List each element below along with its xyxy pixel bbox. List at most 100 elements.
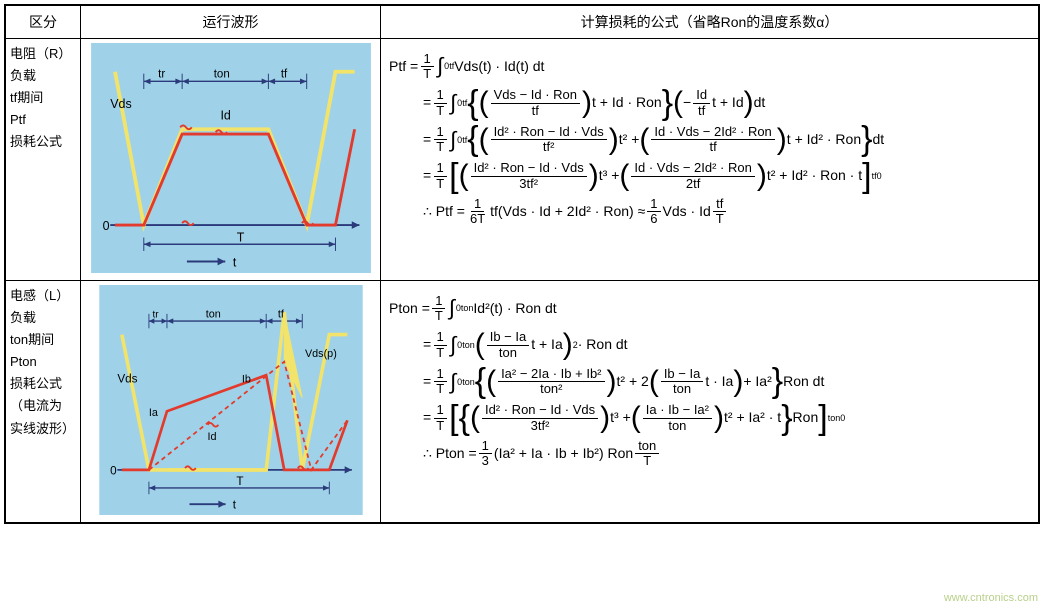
f53n: tf	[713, 197, 726, 212]
r2l5m: (Ia² + Ia · Ib + Ib²) Ron	[494, 444, 633, 464]
svg-text:0: 0	[110, 464, 117, 477]
c4: t² + Id² · Ron · t	[767, 166, 862, 186]
r2f52n: ton	[635, 439, 659, 454]
r1-l2: tf期间	[10, 87, 76, 109]
r2-l4: 损耗公式	[10, 373, 76, 395]
svg-text:T: T	[236, 475, 243, 488]
r2t2: · Ron dt	[578, 335, 628, 355]
f51n: 1	[471, 197, 484, 212]
r2f2n: Ib − Ia	[487, 330, 530, 345]
int-icon: ∫	[437, 51, 443, 82]
row-inductive: 电感（L） 负载 ton期间 Pton 损耗公式 （电流为 实线波形）	[6, 281, 1038, 522]
svg-text:t: t	[233, 255, 237, 269]
r2ll4: 0	[840, 412, 845, 425]
header-col3: 计算损耗的公式（省略Ron的温度系数α）	[381, 6, 1038, 38]
r2a3n: Ia² − 2Ia · Ib + Ib²	[498, 367, 604, 382]
svg-text:tr: tr	[153, 309, 160, 320]
r2f51d: 3	[479, 454, 492, 468]
r1-eq1-lead: Ptf =	[389, 57, 418, 77]
r2f51n: 1	[479, 439, 492, 454]
r2-eq5: ∴ Pton = 13 (Ia² + Ia · Ib + Ib²) Ron to…	[389, 439, 1030, 469]
r2-eq4: = 1T [{( Id² · Ron − Id · Vds3tf² ) t³ +…	[389, 403, 1030, 433]
header-row: 区分 运行波形 计算损耗的公式（省略Ron的温度系数α）	[6, 6, 1038, 39]
b3d: tf	[706, 140, 719, 154]
l5lead: ∴ Ptf =	[423, 202, 465, 222]
r1-eq1: Ptf = 1T ∫0tf Vds(t) · Id(t) dt	[389, 51, 1030, 82]
ll4: 0	[877, 170, 882, 183]
r2-eq1: Pton = 1T ∫0ton Id²(t) · Ron dt	[389, 293, 1030, 324]
row-resistive: 电阻（R） 负载 tf期间 Ptf 损耗公式	[6, 39, 1038, 281]
svg-text:Vds(p): Vds(p)	[305, 348, 337, 360]
watermark: www.cntronics.com	[944, 592, 1038, 604]
t3: dt	[872, 130, 884, 150]
l5t1: Vds · Id	[663, 202, 711, 222]
r1-eq2: = 1T ∫0tf {( Vds − Id · Rontf ) t + Id ·…	[389, 88, 1030, 119]
r2iu: ton	[461, 302, 474, 315]
row1-waveform: Vds Id tr ton tf 0 T t	[85, 43, 377, 273]
frac-1T: 1T	[420, 52, 434, 82]
svg-text:ton: ton	[214, 69, 230, 81]
f52n: 1	[647, 197, 660, 212]
b4d: 2tf	[683, 177, 703, 191]
a4d: 3tf²	[516, 177, 541, 191]
r1-l3: Ptf	[10, 109, 76, 131]
svg-text:Vds: Vds	[117, 372, 137, 385]
svg-text:0: 0	[103, 219, 110, 233]
svg-text:tf: tf	[281, 69, 288, 81]
r2b4d: ton	[665, 419, 689, 433]
row1-formula: Ptf = 1T ∫0tf Vds(t) · Id(t) dt = 1T ∫0t…	[381, 39, 1038, 280]
r2c3: + Ia²	[743, 372, 771, 392]
r1-l1: 负载	[10, 65, 76, 87]
r2l1: Pton =	[389, 299, 430, 319]
row2-waveform: Vds Vds(p) Ia Ib Id tr ton tf 0 T t	[85, 285, 377, 515]
svg-text:Ib: Ib	[242, 373, 251, 385]
svg-text:T: T	[237, 230, 245, 244]
header-col1: 区分	[6, 6, 81, 38]
r1-l4: 损耗公式	[10, 131, 76, 153]
svg-text:ton: ton	[206, 308, 221, 320]
row1-label: 电阻（R） 负载 tf期间 Ptf 损耗公式	[6, 39, 81, 280]
f1den: tf	[529, 104, 542, 118]
a3d: tf²	[540, 140, 558, 154]
a3n: Id² · Ron − Id · Vds	[491, 125, 607, 140]
row2-chart-cell: Vds Vds(p) Ia Ib Id tr ton tf 0 T t	[81, 281, 381, 522]
svg-text:tf: tf	[278, 308, 285, 320]
f1num: Vds − Id · Ron	[491, 88, 580, 103]
r2-l1: 负载	[10, 307, 76, 329]
r2m2: t + Ia	[531, 335, 563, 355]
r1-eq3: = 1T ∫0tf {( Id² · Ron − Id · Vdstf² ) t…	[389, 125, 1030, 156]
r2a4d: 3tf²	[528, 419, 553, 433]
f2den: tf	[695, 104, 708, 118]
r2f52d: T	[640, 454, 654, 468]
r2lu4: ton	[828, 412, 841, 425]
c3: t + Id² · Ron	[787, 130, 861, 150]
r2f2d: ton	[496, 346, 520, 360]
f2num: Id	[693, 88, 710, 103]
r2a3d: ton²	[537, 382, 565, 396]
row2-label: 电感（L） 负载 ton期间 Pton 损耗公式 （电流为 实线波形）	[6, 281, 81, 522]
b3n: Id · Vds − 2Id² · Ron	[651, 125, 774, 140]
a4n: Id² · Ron − Id · Vds	[471, 161, 587, 176]
f51d: 6T	[467, 212, 488, 226]
svg-text:Ia: Ia	[149, 407, 159, 419]
r2-eq2: = 1T ∫0ton ( Ib − Iaton t + Ia )2 · Ron …	[389, 330, 1030, 361]
r2-l0: 电感（L）	[10, 285, 76, 307]
r2b3d: ton	[670, 382, 694, 396]
b4n: Id · Vds − 2Id² · Ron	[631, 161, 754, 176]
f52d: 6	[647, 212, 660, 226]
row1-chart-cell: Vds Id tr ton tf 0 T t	[81, 39, 381, 280]
mid1: t + Id · Ron	[592, 93, 662, 113]
r2-eq3: = 1T ∫0ton {( Ia² − 2Ia · Ib + Ib²ton² )…	[389, 367, 1030, 398]
svg-text:tr: tr	[158, 69, 165, 81]
r2b4n: Ia · Ib − Ia²	[643, 403, 712, 418]
r2t3: Ron dt	[783, 372, 824, 392]
svg-text:Id: Id	[220, 109, 230, 123]
l5m: tf(Vds · Id + 2Id² · Ron) ≈	[490, 202, 645, 222]
r2-l5: （电流为	[10, 395, 76, 417]
mid2: t + Id	[712, 93, 744, 113]
r2c4: t² + Ia² · t	[724, 408, 781, 428]
r2-l2: ton期间	[10, 329, 76, 351]
r2w4: Ron	[793, 408, 819, 428]
r2-l6: 实线波形）	[10, 418, 76, 440]
r2-l3: Pton	[10, 351, 76, 373]
